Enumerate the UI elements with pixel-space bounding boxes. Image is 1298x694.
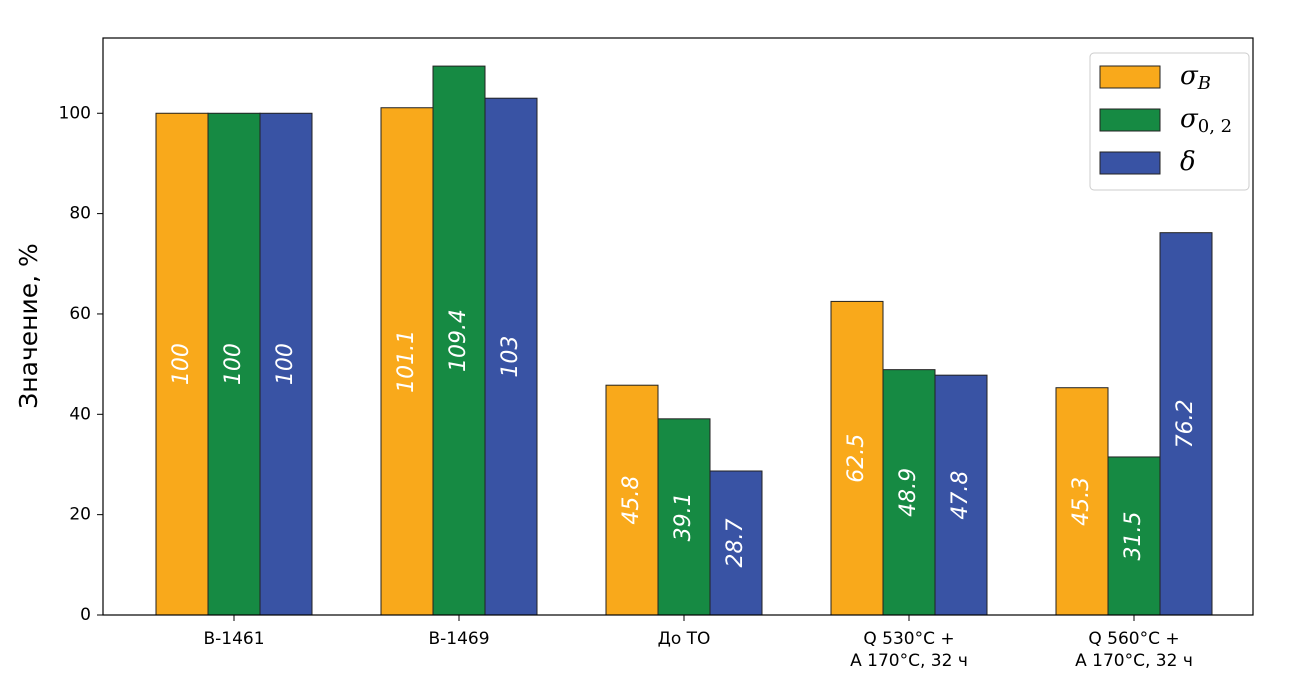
y-tick-label: 20 [69,505,91,525]
value-label: 28.7 [723,519,748,568]
y-tick-label: 40 [69,404,91,424]
legend-swatch [1099,151,1161,175]
value-label: 48.9 [896,468,921,517]
value-label: 47.8 [948,471,973,520]
value-label: 31.5 [1121,511,1146,560]
y-axis-label: Значение, % [14,243,43,408]
value-label: 76.2 [1173,399,1198,448]
value-label: 103 [498,336,523,378]
bar [605,384,659,616]
y-tick-label: 80 [69,204,91,224]
legend-swatch [1099,65,1161,89]
y-tick-label: 100 [59,103,91,123]
legend-label: δ [1180,147,1196,177]
bar [484,97,538,616]
bar [830,300,884,616]
legend-label: σ0, 2 [1180,104,1232,137]
legend: σB σ0, 2 δ [1089,52,1250,191]
value-label: 45.3 [1069,477,1094,526]
x-tick-label: Q 530°C + А 170°C, 32 ч [850,629,968,671]
bar [934,374,988,616]
y-tick-label: 0 [80,605,91,625]
value-label: 45.8 [619,476,644,525]
x-tick-label: До ТО [658,629,711,649]
value-label: 100 [169,343,194,385]
value-label: 39.1 [671,492,696,541]
legend-swatch [1099,108,1161,132]
bar [1107,456,1161,616]
bar [1159,232,1213,616]
y-tick-label: 60 [69,304,91,324]
value-label: 100 [273,343,298,385]
value-label: 109.4 [446,309,471,372]
x-tick-label: В-1469 [428,629,489,649]
plot-frame [102,37,1254,616]
x-tick-label: В-1461 [203,629,264,649]
bar [657,418,711,616]
bar [882,369,936,616]
bar [207,112,261,616]
value-label: 101.1 [394,330,419,393]
bar [259,112,313,616]
bar [709,470,763,616]
value-label: 62.5 [844,434,869,483]
value-label: 100 [221,343,246,385]
x-tick-label: Q 560°C + А 170°C, 32 ч [1075,629,1193,671]
bar [1055,387,1109,616]
legend-label: σB [1180,61,1211,94]
